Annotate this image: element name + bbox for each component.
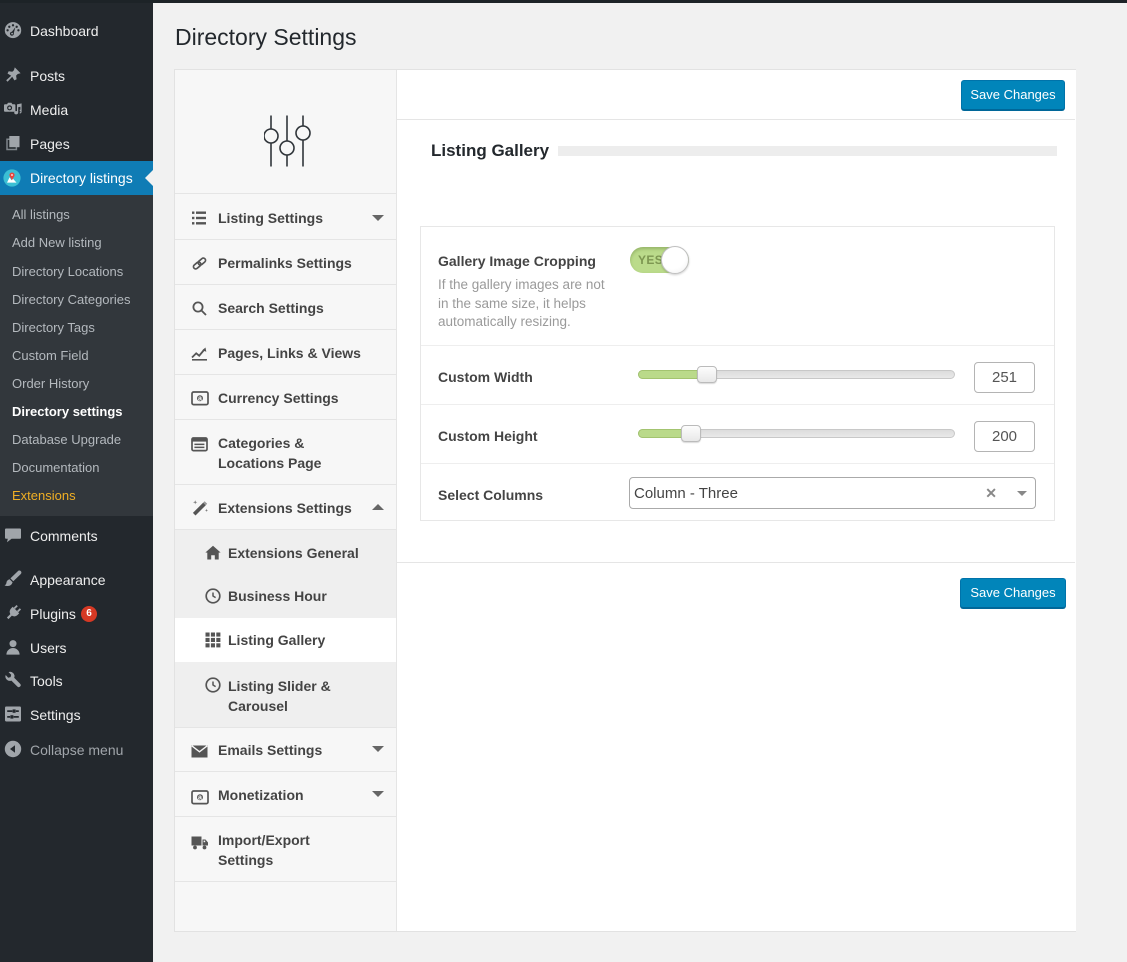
svg-text:a: a: [198, 396, 202, 403]
svg-text:a: a: [198, 795, 202, 802]
